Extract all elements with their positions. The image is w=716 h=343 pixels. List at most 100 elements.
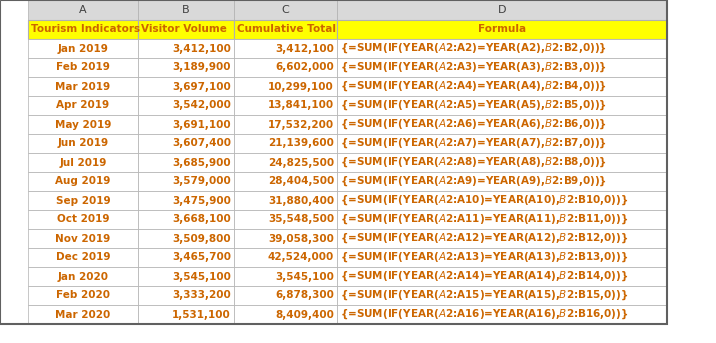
- Bar: [138, 153, 234, 172]
- Bar: [138, 134, 234, 153]
- Bar: [337, 0, 667, 20]
- Text: Aug 2019: Aug 2019: [55, 177, 111, 187]
- Bar: [138, 115, 234, 134]
- Text: {=SUM(IF(YEAR($A$2:A4)=YEAR(A4),$B$2:B4,0))}: {=SUM(IF(YEAR($A$2:A4)=YEAR(A4),$B$2:B4,…: [340, 80, 607, 93]
- Text: {=SUM(IF(YEAR($A$2:A11)=YEAR(A11),$B$2:B11,0))}: {=SUM(IF(YEAR($A$2:A11)=YEAR(A11),$B$2:B…: [340, 213, 629, 226]
- Bar: [28, 134, 138, 153]
- Text: Mar 2020: Mar 2020: [55, 309, 111, 319]
- Bar: [28, 115, 138, 134]
- Bar: [138, 77, 234, 96]
- Text: Jan 2020: Jan 2020: [57, 272, 109, 282]
- Text: B: B: [182, 5, 190, 15]
- Text: {=SUM(IF(YEAR($A$2:A7)=YEAR(A7),$B$2:B7,0))}: {=SUM(IF(YEAR($A$2:A7)=YEAR(A7),$B$2:B7,…: [340, 137, 607, 150]
- Text: 3,189,900: 3,189,900: [173, 62, 231, 72]
- Bar: [234, 153, 337, 172]
- Bar: [138, 39, 234, 58]
- Text: {=SUM(IF(YEAR($A$2:A3)=YEAR(A3),$B$2:B3,0))}: {=SUM(IF(YEAR($A$2:A3)=YEAR(A3),$B$2:B3,…: [340, 61, 607, 74]
- Bar: [337, 153, 667, 172]
- Bar: [337, 58, 667, 77]
- Bar: [138, 305, 234, 324]
- Bar: [138, 267, 234, 286]
- Bar: [234, 115, 337, 134]
- Bar: [337, 286, 667, 305]
- Bar: [28, 267, 138, 286]
- Text: 35,548,500: 35,548,500: [268, 214, 334, 225]
- Bar: [138, 210, 234, 229]
- Bar: [28, 172, 138, 191]
- Bar: [28, 20, 138, 39]
- Text: {=SUM(IF(YEAR($A$2:A15)=YEAR(A15),$B$2:B15,0))}: {=SUM(IF(YEAR($A$2:A15)=YEAR(A15),$B$2:B…: [340, 289, 629, 302]
- Text: 3,691,100: 3,691,100: [173, 119, 231, 130]
- Text: {=SUM(IF(YEAR($A$2:A5)=YEAR(A5),$B$2:B5,0))}: {=SUM(IF(YEAR($A$2:A5)=YEAR(A5),$B$2:B5,…: [340, 99, 607, 112]
- Bar: [337, 172, 667, 191]
- Bar: [234, 77, 337, 96]
- Text: 3,509,800: 3,509,800: [173, 234, 231, 244]
- Bar: [337, 267, 667, 286]
- Text: 3,668,100: 3,668,100: [173, 214, 231, 225]
- Bar: [138, 96, 234, 115]
- Text: C: C: [281, 5, 289, 15]
- Bar: [234, 286, 337, 305]
- Text: {=SUM(IF(YEAR($A$2:A10)=YEAR(A10),$B$2:B10,0))}: {=SUM(IF(YEAR($A$2:A10)=YEAR(A10),$B$2:B…: [340, 194, 629, 207]
- Bar: [337, 134, 667, 153]
- Text: Mar 2019: Mar 2019: [55, 82, 110, 92]
- Bar: [234, 172, 337, 191]
- Text: 39,058,300: 39,058,300: [268, 234, 334, 244]
- Text: Feb 2019: Feb 2019: [56, 62, 110, 72]
- Text: Sep 2019: Sep 2019: [56, 196, 110, 205]
- Text: Apr 2019: Apr 2019: [57, 100, 110, 110]
- Text: A: A: [79, 5, 87, 15]
- Text: {=SUM(IF(YEAR($A$2:A8)=YEAR(A8),$B$2:B8,0))}: {=SUM(IF(YEAR($A$2:A8)=YEAR(A8),$B$2:B8,…: [340, 156, 607, 169]
- Text: 42,524,000: 42,524,000: [268, 252, 334, 262]
- Bar: [138, 248, 234, 267]
- Bar: [234, 39, 337, 58]
- Bar: [28, 191, 138, 210]
- Bar: [234, 267, 337, 286]
- Text: {=SUM(IF(YEAR($A$2:A12)=YEAR(A12),$B$2:B12,0))}: {=SUM(IF(YEAR($A$2:A12)=YEAR(A12),$B$2:B…: [340, 232, 629, 245]
- Text: 3,542,000: 3,542,000: [172, 100, 231, 110]
- Text: 3,465,700: 3,465,700: [172, 252, 231, 262]
- Bar: [28, 39, 138, 58]
- Text: 3,412,100: 3,412,100: [275, 44, 334, 54]
- Text: 31,880,400: 31,880,400: [268, 196, 334, 205]
- Bar: [234, 20, 337, 39]
- Text: Jun 2019: Jun 2019: [57, 139, 109, 149]
- Text: 1,531,100: 1,531,100: [173, 309, 231, 319]
- Bar: [337, 96, 667, 115]
- Bar: [138, 0, 234, 20]
- Text: {=SUM(IF(YEAR($A$2:A2)=YEAR(A2),$B$2:B2,0))}: {=SUM(IF(YEAR($A$2:A2)=YEAR(A2),$B$2:B2,…: [340, 42, 607, 55]
- Text: Jan 2019: Jan 2019: [57, 44, 108, 54]
- Bar: [337, 115, 667, 134]
- Bar: [138, 58, 234, 77]
- Bar: [138, 229, 234, 248]
- Bar: [234, 210, 337, 229]
- Bar: [234, 248, 337, 267]
- Text: Tourism Indicators: Tourism Indicators: [31, 24, 140, 35]
- Text: 28,404,500: 28,404,500: [268, 177, 334, 187]
- Bar: [138, 191, 234, 210]
- Bar: [28, 77, 138, 96]
- Bar: [337, 210, 667, 229]
- Text: Cumulative Total: Cumulative Total: [237, 24, 336, 35]
- Text: {=SUM(IF(YEAR($A$2:A13)=YEAR(A13),$B$2:B13,0))}: {=SUM(IF(YEAR($A$2:A13)=YEAR(A13),$B$2:B…: [340, 251, 629, 264]
- Bar: [337, 39, 667, 58]
- Text: Formula: Formula: [478, 24, 526, 35]
- Bar: [234, 0, 337, 20]
- Text: {=SUM(IF(YEAR($A$2:A6)=YEAR(A6),$B$2:B6,0))}: {=SUM(IF(YEAR($A$2:A6)=YEAR(A6),$B$2:B6,…: [340, 118, 607, 131]
- Bar: [28, 96, 138, 115]
- Text: 3,545,100: 3,545,100: [172, 272, 231, 282]
- Text: 6,602,000: 6,602,000: [275, 62, 334, 72]
- Bar: [234, 305, 337, 324]
- Text: 3,475,900: 3,475,900: [172, 196, 231, 205]
- Text: 21,139,600: 21,139,600: [268, 139, 334, 149]
- Text: Nov 2019: Nov 2019: [55, 234, 111, 244]
- Bar: [337, 20, 667, 39]
- Bar: [234, 96, 337, 115]
- Text: 6,878,300: 6,878,300: [275, 291, 334, 300]
- Text: Feb 2020: Feb 2020: [56, 291, 110, 300]
- Bar: [28, 248, 138, 267]
- Text: 17,532,200: 17,532,200: [268, 119, 334, 130]
- Text: 24,825,500: 24,825,500: [268, 157, 334, 167]
- Text: May 2019: May 2019: [55, 119, 111, 130]
- Text: 8,409,400: 8,409,400: [275, 309, 334, 319]
